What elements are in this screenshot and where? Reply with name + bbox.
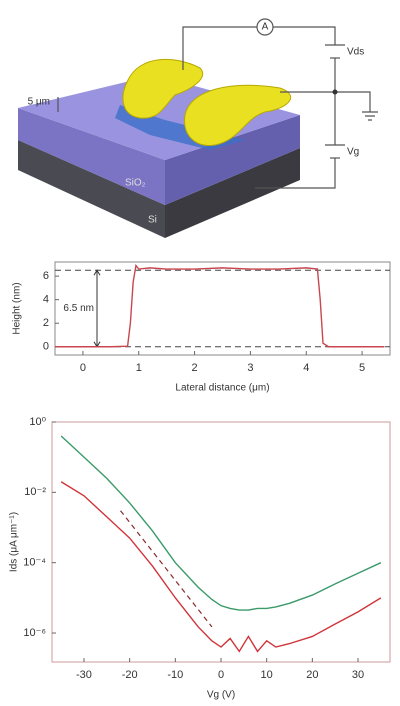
series-line [60, 435, 382, 611]
x-tick-label: -10 [167, 669, 183, 681]
x-axis-label: Vg (V) [207, 690, 235, 701]
x-tick-label: 5 [359, 362, 365, 374]
series-line [60, 481, 382, 653]
vds-label: Vds [347, 47, 364, 58]
y-tick-label: 10⁻² [24, 486, 46, 498]
y-tick-label: 6 [43, 270, 49, 282]
vg-label: Vg [347, 147, 359, 158]
device-diagram: A Vds Vg 5 μm SiO₂ Si [18, 18, 378, 238]
y-tick-label: 10⁰ [29, 416, 46, 428]
x-tick-label: 20 [306, 669, 318, 681]
x-tick-label: 0 [80, 362, 86, 374]
x-tick-label: 4 [303, 362, 309, 374]
annotation: 6.5 nm [63, 303, 94, 314]
x-tick-label: -20 [122, 669, 138, 681]
ground [362, 111, 378, 121]
plot-frame [54, 261, 391, 356]
x-tick-label: 30 [352, 669, 364, 681]
y-axis-label: Ids (μA μm⁻¹) [9, 512, 20, 572]
oxide-label: SiO₂ [125, 178, 146, 189]
x-tick-label: 2 [192, 362, 198, 374]
ammeter-label: A [262, 22, 269, 33]
y-tick-label: 2 [43, 317, 49, 329]
si-front [18, 140, 165, 238]
fit-line [120, 510, 213, 628]
electrode-left [122, 58, 203, 119]
y-tick-label: 4 [43, 294, 49, 306]
y-axis-label: Height (nm) [12, 282, 23, 334]
y-tick-label: 10⁻⁶ [23, 627, 46, 639]
node [332, 89, 338, 95]
x-tick-label: 0 [218, 669, 224, 681]
si-side [165, 148, 300, 238]
y-tick-label: 10⁻⁴ [23, 557, 46, 569]
x-tick-label: 1 [136, 362, 142, 374]
substrate-label: Si [148, 215, 157, 226]
x-axis-label: Lateral distance (μm) [175, 383, 269, 394]
oxide-front [18, 108, 165, 205]
series-line [55, 263, 385, 348]
electrode-right [184, 84, 292, 146]
x-tick-label: -30 [76, 669, 92, 681]
plot-frame [51, 421, 391, 663]
x-tick-label: 3 [247, 362, 253, 374]
ammeter [256, 18, 274, 36]
oxide-side [165, 115, 300, 205]
x-tick-label: 10 [261, 669, 273, 681]
y-tick-label: 0 [43, 341, 49, 353]
circuit-wire [182, 26, 371, 189]
scale-label: 5 μm [28, 97, 50, 108]
